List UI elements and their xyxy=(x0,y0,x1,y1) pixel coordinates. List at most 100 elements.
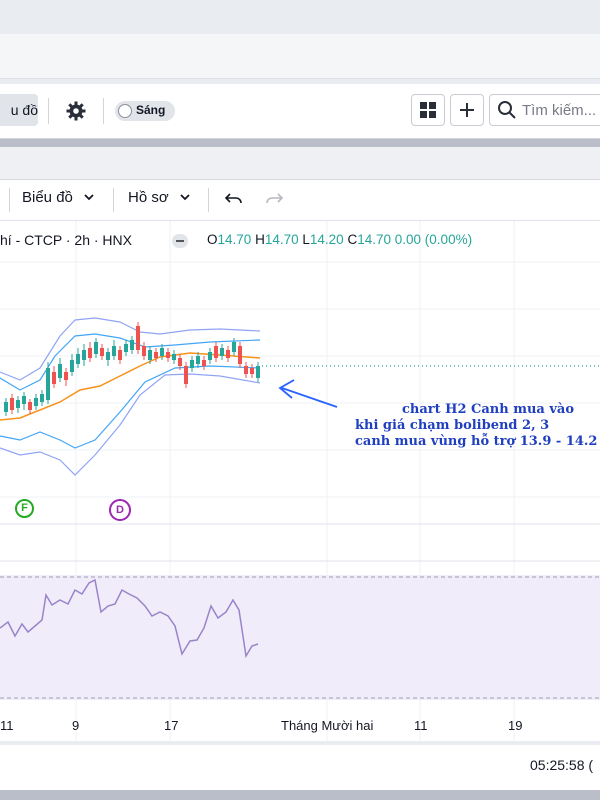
candle-body xyxy=(130,340,134,350)
profile-menu[interactable]: Hồ sơ xyxy=(128,189,191,206)
bb-upper-inner xyxy=(0,333,261,391)
annotation-line-1: chart H2 Canh mua vào xyxy=(402,402,575,417)
x-tick: 11 xyxy=(0,718,14,733)
theme-toggle[interactable]: Sáng xyxy=(115,101,175,121)
annotation-arrow xyxy=(278,379,338,408)
candle-body xyxy=(34,398,38,406)
candle-body xyxy=(172,354,176,360)
candle-body xyxy=(76,354,80,364)
bb-lower-outer xyxy=(0,373,261,476)
panel-header xyxy=(0,147,600,180)
candle-body xyxy=(58,364,62,378)
panel-separator xyxy=(0,139,600,147)
chart-menu[interactable]: Biểu đồ xyxy=(22,189,95,206)
candle-body xyxy=(82,350,86,360)
candle-body xyxy=(16,400,20,408)
window-bottom-strip xyxy=(0,790,600,800)
bb-upper-outer xyxy=(0,317,261,381)
candle-body xyxy=(40,394,44,402)
candle-body xyxy=(202,360,206,366)
toolbar-divider xyxy=(48,98,49,124)
candle-body xyxy=(106,352,110,360)
candle-body xyxy=(166,352,170,358)
candle-body xyxy=(4,402,8,412)
toolbar-divider xyxy=(103,98,104,124)
ohlc-values: O14.70 H14.70 L14.20 C14.70 0.00 (0.00%) xyxy=(207,232,473,247)
event-marker-d[interactable]: D xyxy=(109,499,131,521)
bb-basis xyxy=(0,352,261,421)
candle-body xyxy=(190,360,194,368)
candle-body xyxy=(22,396,26,404)
bottom-toolbar xyxy=(0,745,600,790)
toolbar-divider xyxy=(208,188,209,212)
candle-body xyxy=(160,348,164,356)
candle-body xyxy=(154,352,158,358)
candle-body xyxy=(46,368,50,400)
layout-grid-button[interactable] xyxy=(411,94,445,126)
chart-canvas xyxy=(0,221,600,741)
toggle-knob xyxy=(118,104,132,118)
chart-toolbar xyxy=(0,180,600,221)
candle-body xyxy=(70,360,74,372)
chart-button[interactable]: u đồ xyxy=(0,94,38,126)
candle-body xyxy=(184,366,188,384)
candle-body xyxy=(244,366,248,374)
search-box[interactable]: Tìm kiếm... xyxy=(489,94,600,126)
x-tick: 11 xyxy=(414,718,428,733)
candle-body xyxy=(196,356,200,364)
candle-body xyxy=(52,372,56,384)
x-tick: 19 xyxy=(508,718,523,733)
candle-body xyxy=(28,402,32,410)
candle-body xyxy=(214,346,218,358)
candle-body xyxy=(94,342,98,354)
toolbar-divider xyxy=(113,188,114,212)
search-icon xyxy=(498,101,516,119)
candle-body xyxy=(118,350,122,360)
search-placeholder: Tìm kiếm... xyxy=(522,102,597,119)
add-button[interactable] xyxy=(450,94,484,126)
grid-lines xyxy=(0,221,600,741)
candle-body xyxy=(100,348,104,356)
candle-body xyxy=(250,368,254,374)
candles xyxy=(4,322,260,416)
candle-body xyxy=(256,366,260,378)
header-band xyxy=(0,34,600,79)
candle-body xyxy=(88,348,92,358)
chevron-down-icon xyxy=(180,194,190,201)
x-tick: Tháng Mười hai xyxy=(281,718,374,733)
rsi-pane[interactable] xyxy=(0,575,600,700)
x-tick: 17 xyxy=(164,718,179,733)
candle-body xyxy=(64,372,68,380)
symbol-title[interactable]: hí - CTCP · 2h · HNX xyxy=(0,232,132,248)
candle-body xyxy=(226,350,230,358)
candle-body xyxy=(178,358,182,366)
window-top-strip xyxy=(0,0,600,30)
candle-body xyxy=(142,346,146,356)
gear-icon[interactable] xyxy=(64,99,88,123)
grid-icon xyxy=(420,102,436,118)
plus-icon xyxy=(460,103,474,117)
candle-body xyxy=(220,348,224,356)
collapse-legend-button[interactable] xyxy=(172,234,188,248)
event-marker-f[interactable]: F xyxy=(15,499,34,518)
chevron-down-icon xyxy=(84,194,94,201)
undo-icon[interactable] xyxy=(224,190,244,213)
candle-body xyxy=(136,326,140,350)
theme-toggle-label: Sáng xyxy=(136,103,166,117)
redo-icon[interactable] xyxy=(264,190,284,213)
annotation-line-2: khi giá chạm bolibend 2, 3 xyxy=(355,418,550,433)
rsi-line xyxy=(0,578,259,659)
candle-body xyxy=(208,352,212,360)
x-tick: 9 xyxy=(72,718,80,733)
candle-body xyxy=(124,344,128,352)
candle-body xyxy=(148,350,152,360)
axis-separator xyxy=(0,741,600,745)
candle-body xyxy=(238,346,242,364)
clock-time[interactable]: 05:25:58 ( xyxy=(530,757,594,773)
bb-lower-inner xyxy=(0,365,261,449)
candle-body xyxy=(10,398,14,410)
candle-body xyxy=(112,346,116,356)
annotation-line-3: canh mua vùng hỗ trợ 13.9 - 14.2 xyxy=(355,434,598,449)
candle-body xyxy=(232,342,236,352)
toolbar-divider xyxy=(9,188,10,212)
